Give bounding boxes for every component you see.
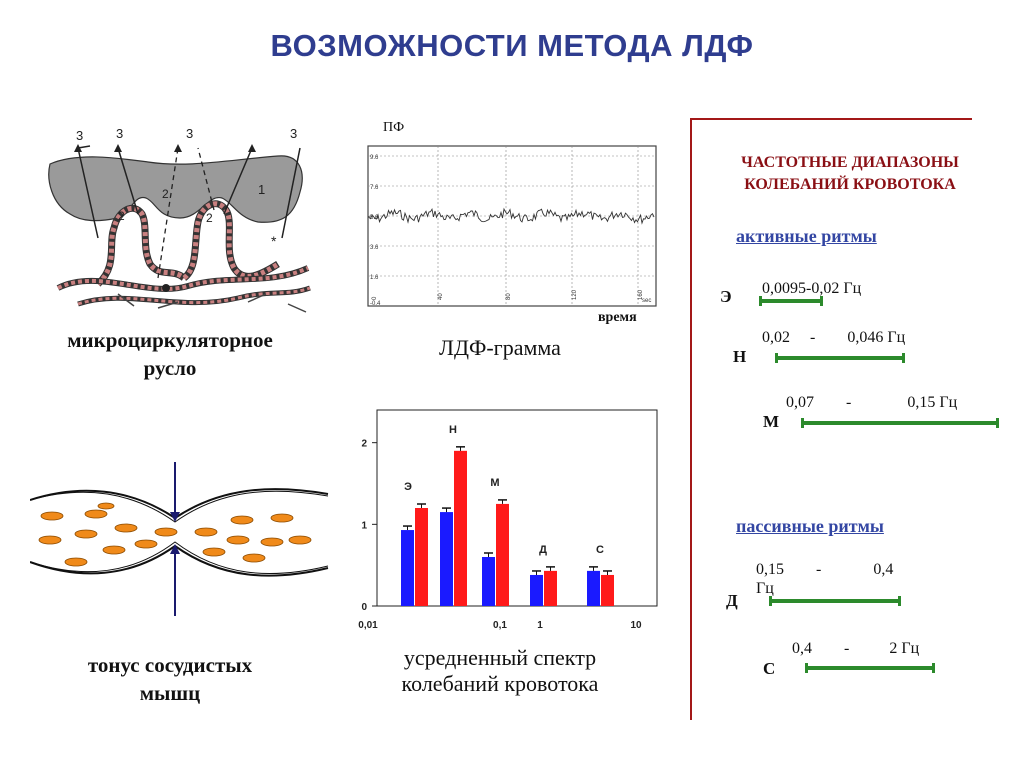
spectrum-category-label: Н (449, 424, 457, 436)
ldf-xtick-5: sec (642, 298, 651, 304)
frequency-title-line2: КОЛЕБАНИЙ КРОВОТОКА (744, 176, 956, 193)
ldf-ytick-5: -0.4 (370, 301, 381, 307)
ldf-xtick-2: 80 (506, 293, 512, 300)
band-letter-n: Н (733, 347, 747, 366)
vessel-caption-line1: тонус сосудистых (87, 653, 253, 677)
spectrum-caption-line2: колебаний кровотока (401, 671, 599, 696)
band-letter-s: С (763, 659, 776, 678)
band-range-s: 0,4 - 2 Гц (792, 640, 920, 657)
ldf-xtick-4: 160 (638, 289, 644, 300)
ldf-ytick-3: 3.6 (370, 245, 379, 251)
spectrum-bars (401, 446, 614, 606)
band-bar-e (759, 296, 823, 306)
vessel-caption-line2: мышц (139, 681, 201, 705)
band-letter-m: М (763, 412, 780, 431)
spectrum-bar (496, 503, 509, 606)
spectrum-ytick-label: 2 (361, 439, 367, 450)
ldf-xtick-0: 0 (372, 296, 378, 300)
band-range-d: 0,15 - 0,4 Гц (756, 561, 894, 597)
ldf-ytick-4: 1.6 (370, 275, 379, 281)
vessel-caption: тонус сосудистых мышц (30, 651, 310, 707)
spectrum-bar (454, 450, 467, 606)
svg-text:*: * (271, 233, 277, 249)
spectrum-bar (587, 570, 600, 606)
spectrum-bar (415, 508, 428, 606)
spectrum-bar (544, 570, 557, 606)
frequency-title-line1: ЧАСТОТНЫЕ ДИАПАЗОНЫ (741, 154, 959, 171)
label-2a: 2 (118, 209, 125, 223)
vessel-tone-illustration (30, 462, 329, 616)
band-bar-m (801, 418, 999, 428)
spectrum-bar (601, 574, 614, 606)
spectrum-category-label: С (596, 544, 604, 556)
spectrum-bar (482, 557, 495, 606)
label-3b: 3 (116, 126, 123, 141)
microcirc-caption: микроциркуляторное русло (20, 326, 320, 382)
spectrum-bar (440, 512, 453, 606)
ldf-ytick-1: 7.6 (370, 185, 379, 191)
label-3a: 3 (76, 128, 83, 143)
passive-rhythms-heading: пассивные ритмы (736, 516, 884, 536)
spectrum-caption: усредненный спектр колебаний кровотока (360, 645, 640, 697)
ldf-ytick-0: 9.6 (370, 155, 379, 161)
spectrum-ytick-label: 1 (361, 520, 367, 531)
band-letter-d: Д (726, 591, 738, 610)
ldf-xtick-1: 40 (438, 293, 444, 300)
spectrum-chart: 0 1 2 0,01 0,1 1 10 Э Н М Д С (358, 409, 658, 631)
band-bar-n (775, 353, 905, 363)
ldf-caption: ЛДФ-грамма (439, 335, 561, 360)
microcirc-caption-line1: микроциркуляторное (67, 328, 273, 352)
label-2b: 2 (162, 187, 169, 201)
spectrum-xtick-label: 0,1 (493, 620, 507, 631)
label-3c: 3 (186, 126, 193, 141)
band-letter-e: Э (720, 287, 732, 306)
spectrum-xtick-label: 0,01 (358, 620, 378, 631)
label-3d: 3 (290, 126, 297, 141)
band-bar-s (805, 663, 935, 673)
active-rhythms-heading: активные ритмы (736, 226, 877, 246)
spectrum-axes: 0 1 2 0,01 0,1 1 10 (358, 439, 642, 631)
page-title: ВОЗМОЖНОСТИ МЕТОДА ЛДФ (270, 28, 754, 63)
ldf-ytick-2: 5.6 (370, 215, 379, 221)
frequency-panel (690, 118, 972, 720)
spectrum-bar (401, 530, 414, 606)
spectrum-category-label: М (490, 477, 499, 489)
frequency-panel-title: ЧАСТОТНЫЕ ДИАПАЗОНЫ КОЛЕБАНИЙ КРОВОТОКА (700, 152, 1000, 196)
microcirculation-illustration: * 3 3 3 3 1 2 2 2 (48, 126, 311, 313)
band-bar-d (769, 596, 901, 606)
spectrum-xtick-label: 1 (537, 620, 543, 631)
label-1: 1 (258, 182, 265, 197)
spectrum-category-label: Д (539, 544, 547, 556)
spectrum-xtick-label: 10 (630, 620, 642, 631)
microcirc-caption-line2: русло (143, 356, 197, 380)
ldf-y-axis-label: ПФ (383, 120, 405, 135)
label-2c: 2 (206, 211, 213, 225)
spectrum-labels: Э Н М Д С (404, 424, 604, 556)
band-range-e: 0,0095-0,02 Гц (762, 280, 862, 297)
ldf-xtick-3: 120 (572, 289, 578, 300)
spectrum-bar (530, 574, 543, 606)
spectrum-ytick-label: 0 (361, 602, 367, 613)
spectrum-category-label: Э (404, 481, 412, 493)
ldf-gram-plot: 9.6 7.6 5.6 3.6 1.6 -0.4 0 40 80 120 160… (367, 145, 657, 307)
ldf-x-axis-label: время (598, 310, 637, 325)
spectrum-caption-line1: усредненный спектр (403, 645, 597, 670)
band-range-n: 0,02 - 0,046 Гц (762, 329, 906, 346)
band-range-m: 0,07 - 0,15 Гц (786, 394, 958, 411)
ldf-trace (368, 207, 655, 225)
